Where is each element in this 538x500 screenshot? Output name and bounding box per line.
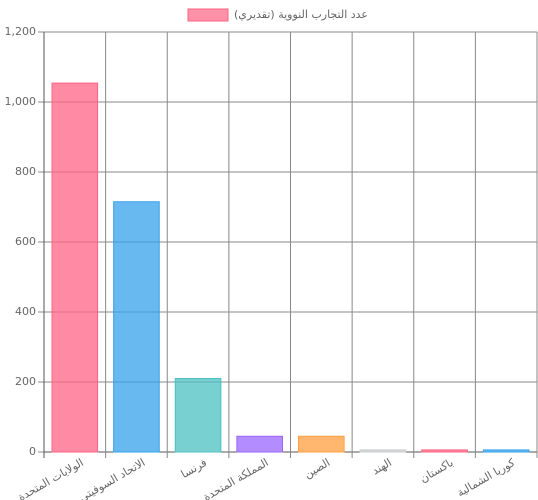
x-tick-label: الصين [302, 456, 332, 481]
legend-label: عدد التجارب النووية (تقديري) [234, 8, 368, 21]
x-tick-label: الهند [370, 456, 394, 478]
x-tick-label: كوريا الشمالية [455, 456, 518, 500]
y-tick-label: 600 [15, 235, 36, 248]
bar [174, 378, 222, 453]
y-tick-label: 1,200 [5, 25, 37, 38]
x-tick-label: الولايات المتحدة [16, 456, 86, 500]
y-tick-label: 800 [15, 165, 36, 178]
x-tick-label: الاتحاد السوفيتي [77, 456, 148, 500]
x-tick-label: فرنسا [179, 456, 209, 481]
bar [113, 201, 160, 453]
y-tick-label: 200 [15, 375, 36, 388]
bar [298, 435, 345, 453]
bar [482, 449, 530, 453]
y-tick-label: 0 [29, 445, 36, 458]
legend-swatch[interactable] [187, 8, 229, 22]
bar [359, 449, 407, 453]
x-tick-label: باكستان [418, 456, 456, 485]
bar [421, 449, 468, 453]
y-tick-label: 1,000 [5, 95, 37, 108]
bar [51, 82, 99, 453]
y-tick-label: 400 [15, 305, 36, 318]
bar [236, 435, 283, 453]
x-tick-label: المملكة المتحدة [201, 456, 271, 500]
